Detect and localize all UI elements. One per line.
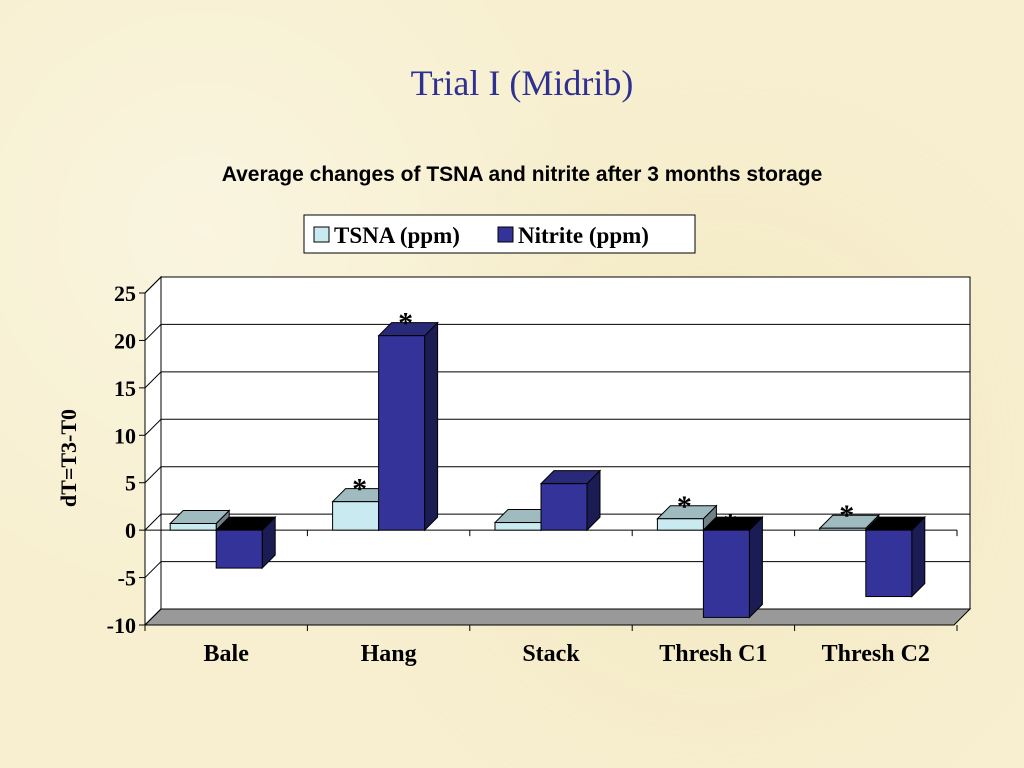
plot-layer: 25 20 15 10 5 0 -5 -10 dT=T3-T0 Bale * * Hang Stack * *…: [56, 275, 972, 667]
side-wall: [144, 275, 162, 627]
gridline: [144, 418, 970, 436]
gridline: [144, 276, 970, 294]
legend-label: TSNA (ppm): [334, 223, 460, 248]
gridline: [144, 561, 970, 578]
y-tick-label: 10: [114, 423, 136, 448]
y-tick-label: 5: [125, 471, 136, 496]
bar-side: [424, 321, 439, 532]
y-tick-label: -10: [107, 613, 136, 638]
chart-title: Average changes of TSNA and nitrite afte…: [221, 163, 823, 186]
bar: [818, 514, 881, 532]
bar-side: [748, 515, 763, 619]
bar-front: [332, 501, 380, 531]
y-tick-label: 15: [114, 376, 136, 401]
significance-star: *: [677, 490, 692, 523]
bar-front: [215, 529, 263, 569]
slide-title: Trial I (Midrib): [410, 63, 634, 103]
y-tick-label: 25: [114, 281, 136, 306]
x-tick-label: Thresh C2: [822, 641, 930, 667]
bar-front: [819, 527, 867, 531]
x-tick-label: Stack: [522, 641, 580, 667]
bar: [656, 504, 718, 532]
bar-front: [656, 518, 704, 531]
chart-floor: [143, 608, 972, 626]
legend: TSNA (ppm) Nitrite (ppm): [303, 214, 696, 254]
bar: [864, 515, 927, 598]
y-axis-label: dT=T3-T0: [56, 409, 81, 507]
significance-star: *: [352, 473, 367, 506]
back-wall: [160, 276, 971, 610]
x-tick-label: Hang: [361, 641, 417, 667]
significance-star: *: [839, 499, 854, 532]
legend-label: Nitrite (ppm): [518, 223, 649, 248]
bar-front: [169, 523, 217, 531]
bar-front: [702, 529, 750, 618]
bar-front: [865, 529, 913, 598]
y-tick-label: -5: [118, 566, 136, 591]
legend-swatch: [497, 226, 514, 243]
x-tick-label: Thresh C1: [659, 641, 767, 667]
gridline: [144, 466, 970, 484]
bar-side: [911, 515, 926, 598]
bar-front: [494, 522, 542, 531]
significance-star: *: [723, 508, 738, 541]
bar: [168, 509, 231, 532]
gridline: [144, 371, 970, 389]
gridline: [144, 608, 970, 626]
bar-front: [540, 483, 588, 531]
legend-swatch: [313, 226, 330, 243]
bar: [377, 321, 439, 532]
x-tick-label: Bale: [204, 641, 250, 667]
bar: [702, 515, 764, 619]
significance-star: *: [398, 307, 413, 340]
bar-front: [378, 335, 426, 531]
bar: [214, 515, 277, 570]
bar: [539, 469, 602, 532]
gridline: [144, 323, 970, 341]
y-tick-label: 0: [125, 518, 136, 543]
y-tick-label: 20: [114, 328, 136, 353]
